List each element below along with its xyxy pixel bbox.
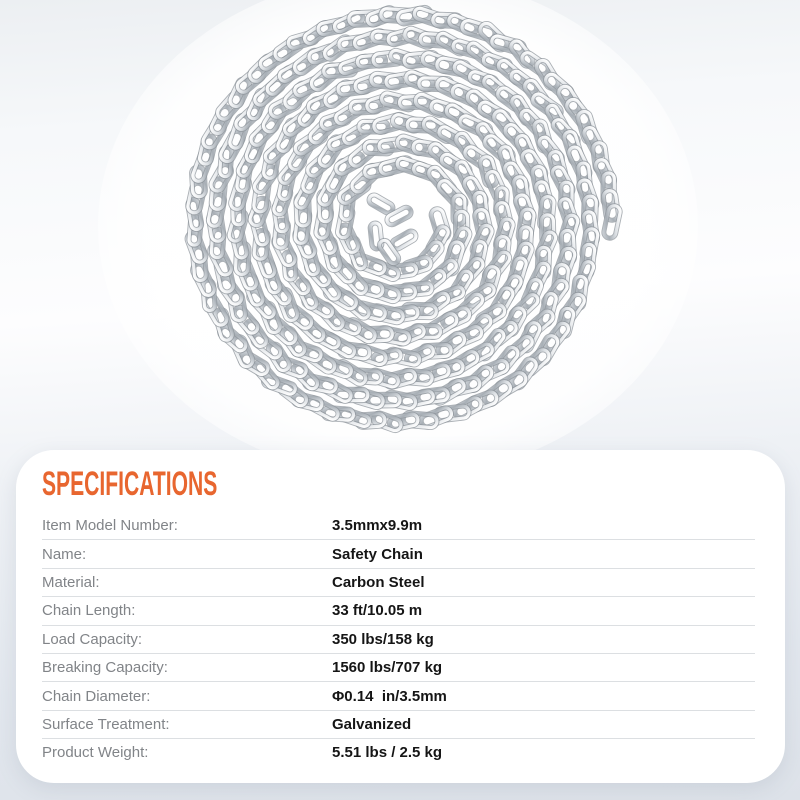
spec-label: Item Model Number:	[42, 517, 178, 535]
spec-label: Chain Length:	[42, 602, 136, 620]
spec-label: Load Capacity:	[42, 630, 143, 648]
spec-label: Product Weight:	[42, 744, 149, 762]
spec-row: Item Model Number: 3.5mmx9.9m	[42, 512, 755, 541]
spec-row: Surface Treatment: Galvanized	[42, 711, 755, 740]
spec-label: Surface Treatment:	[42, 716, 170, 733]
spec-value: 33 ft/10.05 m	[332, 602, 423, 620]
spec-value: Carbon Steel	[332, 574, 425, 592]
spec-value: Galvanized	[332, 716, 412, 733]
spec-value: Safety Chain	[332, 545, 423, 563]
spec-row: Name: Safety Chain	[42, 540, 755, 569]
spec-row: Breaking Capacity: 1560 lbs/707 kg	[42, 654, 755, 683]
spec-row: Chain Length: 33 ft/10.05 m	[42, 597, 755, 626]
spec-value: 350 lbs/158 kg	[332, 630, 434, 648]
spec-label: Name:	[42, 545, 87, 563]
spec-label: Material:	[42, 574, 100, 592]
specifications-heading: SPECIFICATIONS	[42, 465, 218, 503]
spec-value: Φ0.14 in/3.5mm	[332, 687, 447, 705]
spec-label: Breaking Capacity:	[42, 659, 168, 677]
chain-photo	[98, 0, 698, 455]
chain-coil-illustration	[98, 0, 698, 455]
spec-value: 1560 lbs/707 kg	[332, 659, 443, 677]
spec-row: Material: Carbon Steel	[42, 569, 755, 598]
spec-table: Item Model Number: 3.5mmx9.9m Name: Safety …	[42, 512, 755, 767]
spec-value: 3.5mmx9.9m	[332, 517, 423, 535]
spec-row: Product Weight: 5.51 lbs / 2.5 kg	[42, 739, 755, 766]
spec-value: 5.51 lbs / 2.5 kg	[332, 744, 443, 762]
spec-row: Chain Diameter: Φ0.14 in/3.5mm	[42, 682, 755, 711]
specifications-card: SPECIFICATIONS Item Model Number: 3.5mmx9…	[16, 450, 785, 783]
spec-label: Chain Diameter:	[42, 687, 151, 705]
spec-row: Load Capacity: 350 lbs/158 kg	[42, 626, 755, 655]
